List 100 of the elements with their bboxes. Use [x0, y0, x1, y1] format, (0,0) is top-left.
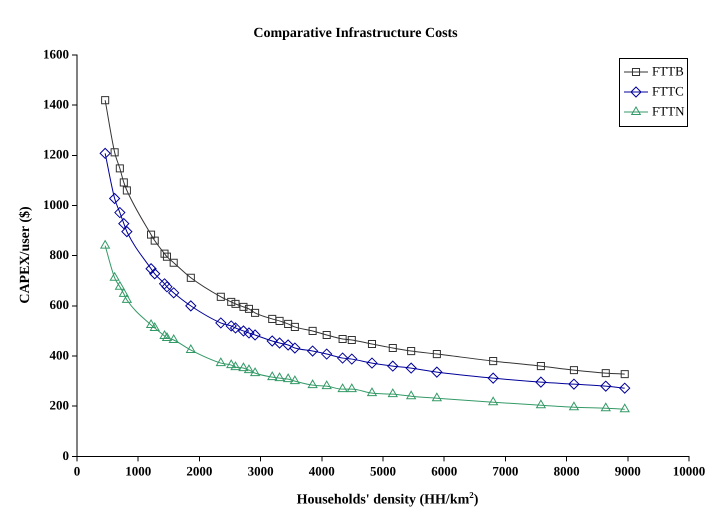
point [239, 302, 248, 311]
point [100, 148, 111, 159]
point [290, 376, 300, 384]
point [290, 322, 299, 331]
point [388, 388, 398, 398]
point [101, 96, 110, 104]
point [346, 384, 357, 392]
point [122, 294, 132, 303]
x-tick-label: 6000 [431, 464, 458, 479]
point [160, 330, 170, 339]
point [230, 362, 240, 370]
point [274, 372, 284, 382]
point [274, 338, 286, 349]
point [238, 325, 249, 336]
y-tick-label: 1000 [43, 196, 69, 212]
point [161, 281, 172, 292]
point [307, 346, 318, 357]
point [289, 342, 300, 354]
legend-label: FTTN [652, 103, 686, 118]
point [348, 336, 356, 344]
x-tick-label: 9000 [614, 464, 641, 479]
point [147, 230, 156, 239]
point [159, 278, 170, 290]
point [227, 298, 236, 306]
point [118, 288, 129, 297]
point [110, 148, 119, 156]
legend-label: FTTB [652, 63, 684, 78]
point [244, 304, 254, 313]
point [121, 226, 132, 238]
point [322, 330, 331, 340]
point [284, 320, 292, 328]
point [535, 376, 546, 388]
point [149, 268, 160, 280]
point [406, 390, 416, 400]
point [406, 362, 417, 374]
point [216, 358, 226, 366]
point [216, 292, 225, 301]
point [600, 380, 612, 392]
point [489, 357, 498, 366]
point [432, 350, 441, 358]
y-tick-label: 200 [50, 398, 69, 413]
point [226, 320, 237, 332]
point [338, 334, 347, 344]
y-tick-label: 1200 [43, 146, 69, 162]
point [185, 300, 196, 312]
point [268, 314, 276, 323]
x-tick-label: 3000 [248, 464, 274, 479]
point [244, 364, 254, 374]
point [230, 322, 242, 334]
point [267, 372, 278, 380]
point [122, 186, 131, 195]
x-tick-label: 1000 [125, 464, 152, 479]
point [250, 368, 260, 376]
point [150, 322, 160, 331]
point [170, 258, 178, 267]
y-tick-label: 1600 [43, 46, 69, 62]
y-tick-label: 1400 [43, 96, 69, 112]
point [407, 346, 416, 356]
point [321, 348, 332, 360]
point [322, 380, 332, 390]
point [619, 382, 630, 394]
point [238, 362, 248, 372]
x-tick-label: 7000 [492, 464, 518, 479]
point [226, 360, 236, 368]
point [266, 336, 278, 346]
point [118, 218, 130, 230]
point [120, 178, 128, 186]
point [620, 370, 629, 378]
point [109, 193, 120, 204]
point [432, 392, 442, 402]
point [282, 340, 294, 351]
point [115, 281, 125, 290]
point [367, 388, 377, 396]
y-axis-title: CAPEX/user ($) [18, 206, 34, 304]
x-axis-title: Households' density (HH/km$^{2}$) [296, 490, 480, 509]
x-tick-label: 2000 [186, 464, 212, 479]
point [100, 240, 110, 249]
point [146, 319, 156, 328]
point [536, 400, 546, 408]
point [600, 402, 611, 412]
point [346, 354, 358, 365]
y-tick-label: 800 [50, 247, 69, 262]
point [186, 344, 196, 354]
point [243, 327, 254, 338]
point [620, 404, 630, 412]
point [276, 316, 284, 325]
point [388, 344, 397, 352]
point [146, 263, 157, 274]
point [110, 272, 120, 281]
point [162, 332, 172, 341]
point [114, 207, 126, 218]
point [168, 334, 179, 343]
point [116, 164, 124, 172]
point [488, 396, 498, 406]
point [431, 366, 442, 378]
point [160, 250, 169, 258]
point [186, 274, 195, 282]
x-tick-label: 10000 [672, 464, 706, 479]
point [569, 402, 579, 410]
point [150, 236, 159, 245]
